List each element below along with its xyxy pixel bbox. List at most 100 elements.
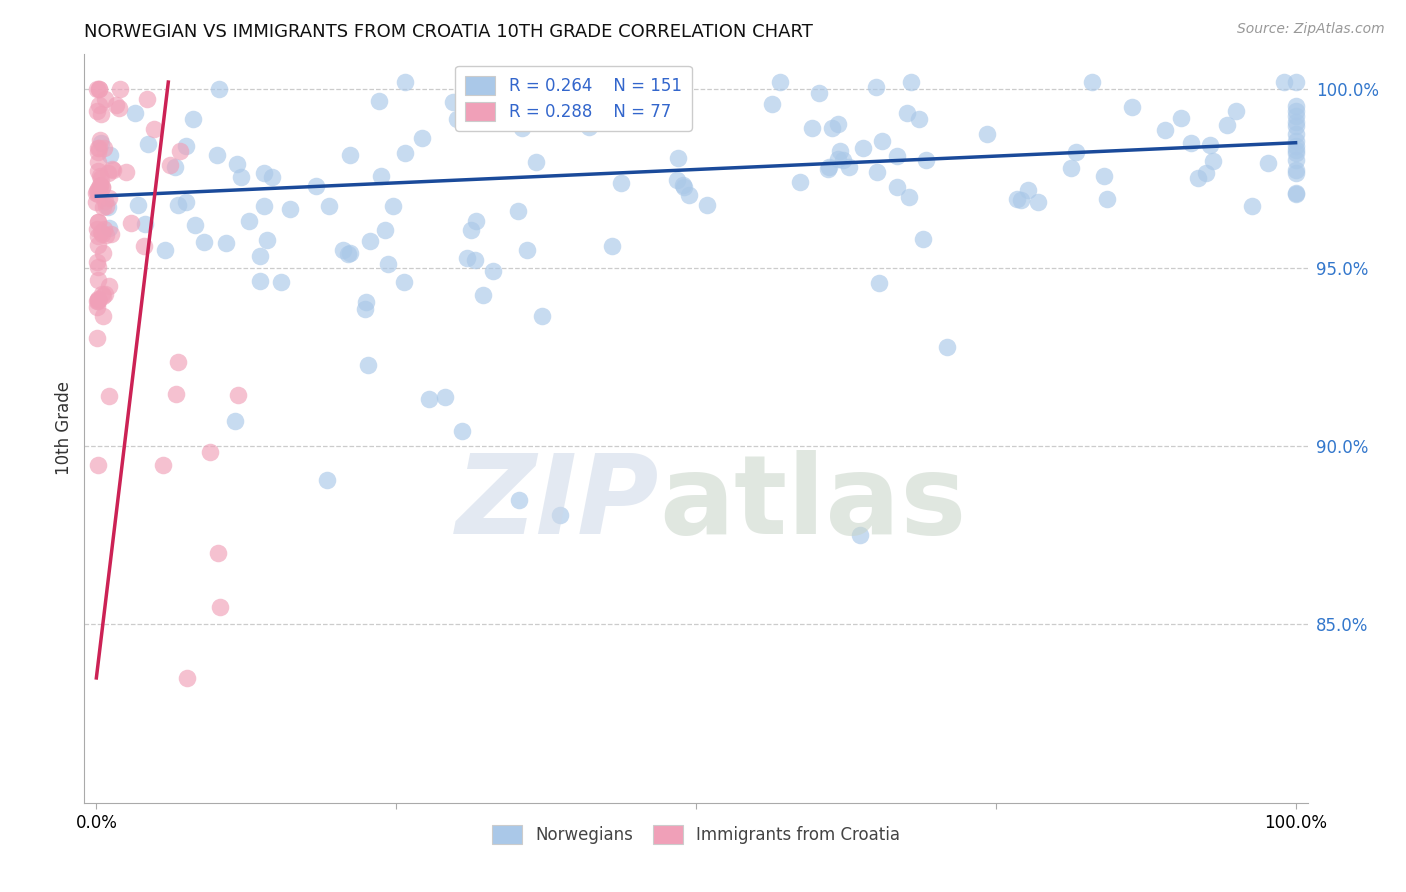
Point: [1284, 103, 1306, 118]
Point: [176, 139, 198, 153]
Point: [153, 243, 176, 257]
Point: [769, 75, 792, 89]
Point: [184, 218, 207, 232]
Point: [852, 141, 875, 155]
Point: [1026, 195, 1049, 210]
Point: [100, 161, 122, 176]
Point: [304, 179, 326, 194]
Point: [87, 141, 110, 155]
Point: [127, 198, 149, 212]
Point: [1154, 122, 1177, 136]
Point: [510, 120, 533, 135]
Point: [433, 390, 456, 404]
Point: [1284, 115, 1306, 129]
Point: [1092, 169, 1115, 184]
Point: [86, 184, 108, 198]
Point: [86, 186, 108, 201]
Point: [1284, 127, 1306, 141]
Point: [136, 137, 159, 152]
Point: [86, 293, 108, 308]
Point: [115, 165, 138, 179]
Point: [673, 180, 696, 194]
Point: [1284, 145, 1306, 160]
Point: [181, 112, 204, 127]
Point: [394, 145, 416, 160]
Point: [90, 136, 112, 150]
Point: [224, 414, 246, 428]
Point: [91, 310, 114, 324]
Point: [93, 289, 115, 303]
Point: [97, 279, 120, 293]
Point: [471, 287, 494, 301]
Point: [167, 354, 190, 368]
Point: [354, 294, 377, 309]
Point: [108, 101, 131, 115]
Point: [124, 105, 146, 120]
Text: atlas: atlas: [659, 450, 967, 557]
Point: [87, 155, 110, 169]
Point: [374, 223, 396, 237]
Text: NORWEGIAN VS IMMIGRANTS FROM CROATIA 10TH GRADE CORRELATION CHART: NORWEGIAN VS IMMIGRANTS FROM CROATIA 10T…: [84, 23, 813, 41]
Point: [831, 153, 853, 168]
Point: [808, 86, 831, 100]
Point: [89, 132, 111, 146]
Point: [593, 75, 616, 89]
Point: [142, 122, 165, 136]
Point: [411, 130, 433, 145]
Point: [97, 388, 120, 402]
Legend: Norwegians, Immigrants from Croatia: Norwegians, Immigrants from Croatia: [485, 818, 907, 851]
Point: [207, 546, 229, 560]
Point: [1240, 199, 1263, 213]
Point: [94, 194, 117, 209]
Point: [1080, 75, 1102, 89]
Point: [976, 127, 998, 141]
Point: [253, 166, 276, 180]
Point: [418, 392, 440, 406]
Point: [86, 228, 108, 243]
Point: [394, 276, 416, 290]
Point: [666, 151, 689, 165]
Point: [134, 218, 156, 232]
Point: [159, 158, 181, 172]
Point: [86, 104, 108, 119]
Point: [659, 112, 682, 127]
Point: [1064, 145, 1087, 159]
Point: [86, 260, 108, 274]
Point: [86, 182, 108, 196]
Point: [332, 243, 354, 257]
Text: ZIP: ZIP: [456, 450, 659, 557]
Point: [91, 179, 114, 194]
Point: [1284, 186, 1306, 201]
Point: [849, 528, 872, 542]
Point: [94, 228, 117, 243]
Point: [98, 148, 121, 162]
Point: [90, 227, 112, 241]
Point: [1097, 192, 1119, 206]
Point: [94, 199, 117, 213]
Point: [1225, 104, 1247, 119]
Point: [1010, 193, 1032, 207]
Point: [249, 249, 271, 263]
Point: [696, 198, 718, 212]
Point: [120, 216, 142, 230]
Point: [531, 310, 554, 324]
Point: [441, 95, 464, 109]
Point: [94, 91, 117, 105]
Point: [589, 111, 612, 125]
Point: [90, 170, 112, 185]
Point: [516, 244, 538, 258]
Point: [89, 141, 111, 155]
Point: [666, 173, 689, 187]
Point: [86, 214, 108, 228]
Point: [205, 148, 228, 162]
Point: [838, 160, 860, 174]
Point: [86, 194, 108, 209]
Point: [936, 340, 959, 354]
Point: [134, 239, 156, 253]
Point: [1195, 166, 1218, 180]
Point: [166, 198, 188, 212]
Point: [87, 215, 110, 229]
Point: [672, 178, 695, 192]
Point: [1284, 162, 1306, 177]
Point: [818, 160, 841, 174]
